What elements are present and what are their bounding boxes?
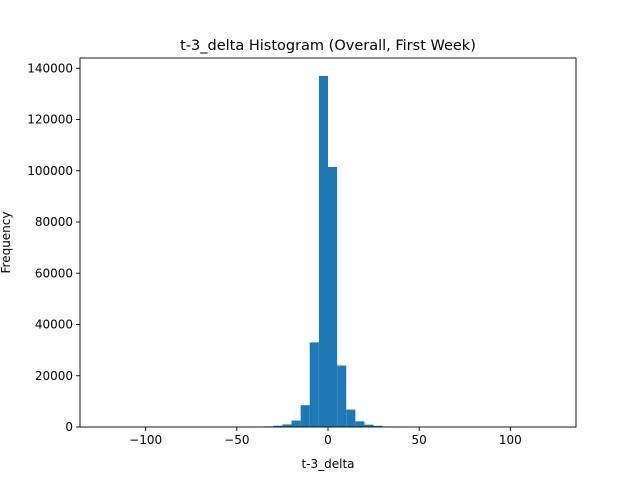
histogram-bar (309, 342, 319, 427)
y-tick-label: 140000 (27, 61, 73, 75)
plot-frame (79, 57, 577, 428)
y-tick-label: 60000 (35, 266, 73, 280)
y-axis-label: Frequency (0, 212, 13, 274)
histogram-bar (273, 425, 283, 427)
y-tick-label: 20000 (35, 369, 73, 383)
histogram-bar (346, 409, 356, 427)
x-axis-label: t-3_delta (301, 457, 354, 471)
y-tick-label: 0 (65, 420, 73, 434)
histogram-bar (318, 75, 328, 427)
histogram-bar (337, 365, 347, 427)
chart-title: t-3_delta Histogram (Overall, First Week… (180, 38, 476, 54)
x-tick-label: 50 (412, 433, 427, 447)
histogram-bar (364, 424, 374, 427)
histogram-bar (282, 424, 292, 427)
y-tick-label: 40000 (35, 318, 73, 332)
histogram-bar (328, 166, 338, 427)
y-axis-ticks: 0 20000 40000 60000 80000 100000 120000 140000 (27, 61, 80, 434)
y-tick-label: 100000 (27, 164, 73, 178)
x-axis-ticks: −100 −50 0 50 100 (129, 427, 522, 447)
x-tick-label: 100 (499, 433, 522, 447)
x-tick-label: 0 (324, 433, 332, 447)
x-tick-label: −50 (224, 433, 249, 447)
histogram-bar (291, 420, 301, 427)
histogram-bar (300, 405, 310, 427)
histogram-bar (373, 425, 383, 427)
y-tick-label: 120000 (27, 113, 73, 127)
histogram-bar (355, 421, 365, 427)
x-tick-label: −100 (129, 433, 162, 447)
y-tick-label: 80000 (35, 215, 73, 229)
